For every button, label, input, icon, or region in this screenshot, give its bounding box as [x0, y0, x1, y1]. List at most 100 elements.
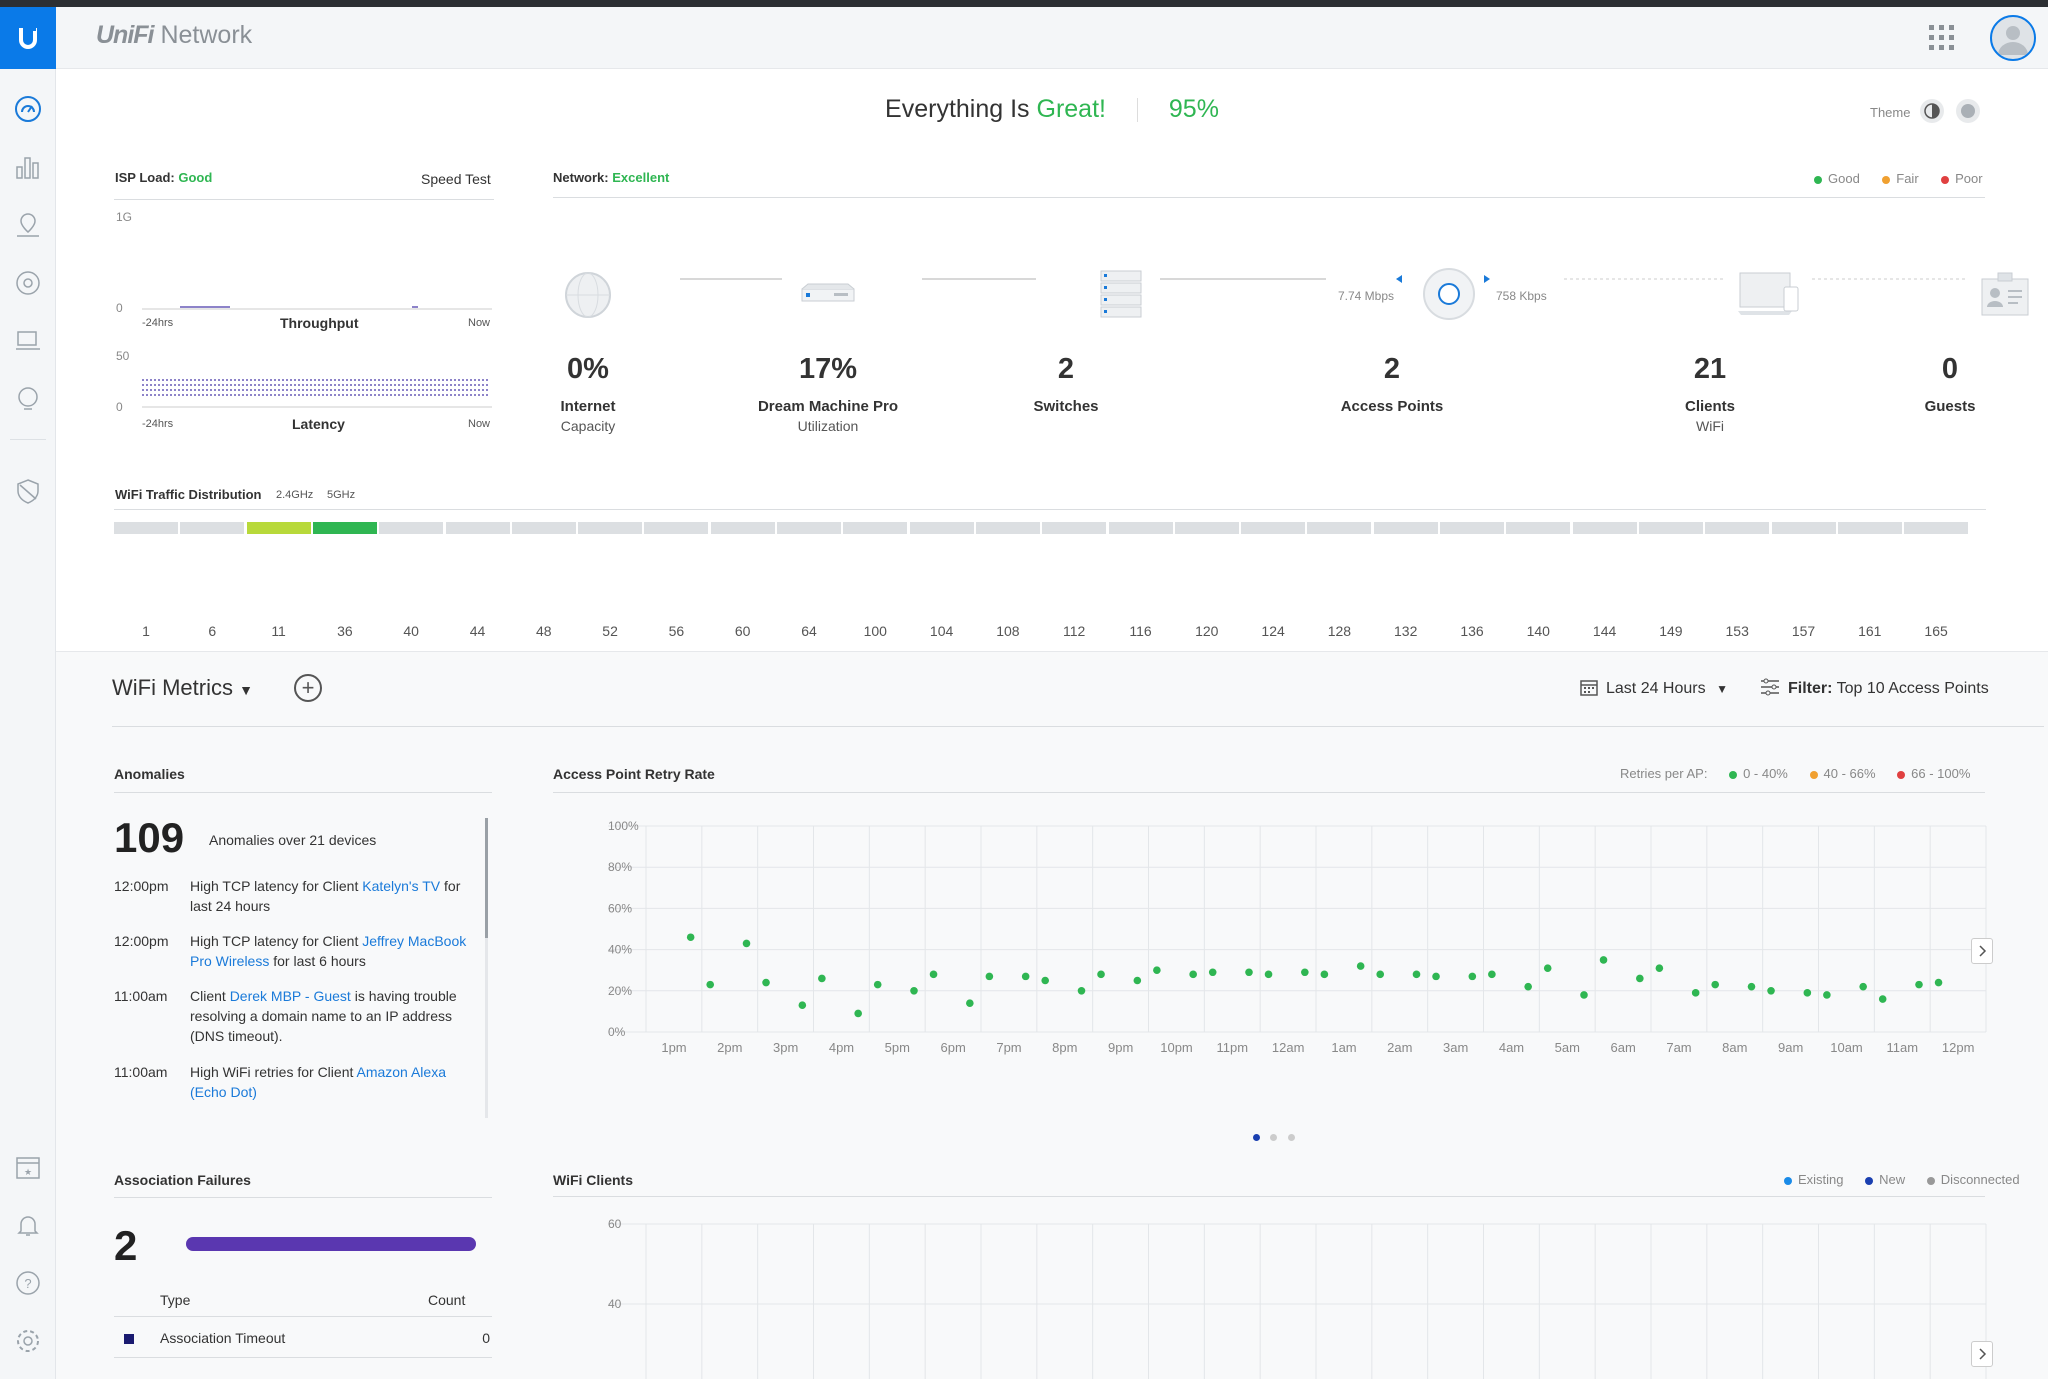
channel-label: 1	[142, 623, 150, 639]
legend-fair: Fair	[1882, 171, 1919, 186]
channel-label: 120	[1195, 623, 1219, 639]
anomaly-client-link[interactable]: Amazon Alexa (Echo Dot)	[190, 1064, 446, 1100]
channel-bar-157	[1771, 522, 1836, 534]
map-location-icon[interactable]	[12, 209, 44, 241]
clients-label: Clients	[1684, 398, 1735, 415]
clients-next-arrow[interactable]	[1971, 1341, 1993, 1367]
anomaly-client-link[interactable]: Derek MBP - Guest	[229, 988, 351, 1004]
divider	[553, 792, 1985, 793]
switches-count: 2	[1057, 353, 1075, 385]
anomaly-client-link[interactable]: Jeffrey MacBook Pro Wireless	[190, 933, 467, 969]
retry-point	[1245, 968, 1253, 977]
devices-icon[interactable]	[12, 267, 44, 299]
filter-button[interactable]: Filter: Top 10 Access Points	[1760, 678, 1989, 698]
retry-point	[854, 1009, 862, 1018]
channel-label: 149	[1659, 623, 1683, 639]
legend-good: Good	[1814, 171, 1860, 186]
help-icon[interactable]: ?	[12, 1267, 44, 1299]
channel-label: 64	[801, 623, 817, 639]
channel-label: 157	[1791, 623, 1816, 639]
clients-icon[interactable]	[12, 325, 44, 357]
page-dot-3[interactable]	[1287, 1134, 1295, 1141]
x-tick-label: 4am	[1499, 1040, 1524, 1055]
window-top-strip	[0, 0, 2048, 7]
throughput-sparkline	[142, 306, 492, 310]
anomalies-scrollbar-thumb[interactable]	[485, 818, 488, 938]
globe-icon[interactable]	[564, 271, 612, 324]
retry-point	[686, 933, 695, 942]
app-header: UniFi Network	[56, 7, 2048, 69]
channel-label: 52	[602, 623, 618, 639]
clients-count: 21	[1693, 353, 1727, 385]
retry-point	[706, 980, 715, 989]
channel-bar-11	[246, 522, 311, 534]
retry-point	[1356, 962, 1365, 970]
page-dot-1[interactable]	[1253, 1134, 1260, 1141]
x-tick-label: 8am	[1722, 1040, 1747, 1055]
x-tick-label: 1pm	[661, 1040, 686, 1055]
retry-point	[1320, 970, 1329, 979]
latency-ymin: 0	[116, 400, 123, 414]
assoc-col-type: Type	[160, 1292, 191, 1308]
retry-point	[1803, 989, 1812, 997]
apps-grid-icon[interactable]	[1928, 24, 1956, 52]
theme-toggle-light[interactable]	[1920, 99, 1944, 123]
guest-card-icon[interactable]	[1980, 271, 2030, 324]
access-point-icon[interactable]	[1422, 267, 1476, 326]
channel-label: 144	[1592, 623, 1617, 639]
anomalies-scrollbar-track[interactable]	[485, 818, 488, 1118]
channel-bar-36	[312, 522, 377, 534]
y-tick-label: 100%	[608, 819, 639, 833]
theme-toggle-dark[interactable]	[1956, 99, 1980, 123]
retry-point	[742, 939, 751, 948]
retry-point	[1580, 991, 1588, 999]
channel-bar-60	[710, 522, 775, 534]
channel-label: 11	[271, 623, 286, 639]
retry-point	[1021, 972, 1030, 981]
dashboard-icon[interactable]	[12, 93, 44, 125]
y-tick-label: 60%	[608, 901, 632, 915]
avatar[interactable]	[1990, 15, 2036, 61]
retry-chart-title: Access Point Retry Rate	[553, 766, 715, 782]
divider	[553, 197, 1985, 198]
retry-next-arrow[interactable]	[1971, 938, 1993, 964]
channel-bar-100	[843, 522, 908, 534]
x-tick-label: 3pm	[773, 1040, 798, 1055]
retry-point	[1376, 970, 1385, 979]
retry-point	[1077, 987, 1086, 995]
gear-icon[interactable]	[12, 1325, 44, 1357]
page-dot-2[interactable]	[1270, 1134, 1278, 1141]
bell-icon[interactable]	[12, 1209, 44, 1241]
retry-point	[1208, 968, 1217, 977]
anomaly-text: Client Derek MBP - Guest is having troub…	[190, 988, 457, 1044]
retry-point	[1097, 970, 1105, 979]
anomalies-title: Anomalies	[114, 766, 185, 782]
shield-icon[interactable]	[12, 475, 44, 507]
channel-label: 44	[469, 623, 486, 639]
y-tick-label: 80%	[608, 860, 632, 874]
channel-bar-6	[180, 522, 245, 534]
status-headline: Everything Is Great! 95%	[56, 95, 2048, 124]
throughput-end: Now	[468, 317, 491, 329]
time-range-dropdown[interactable]: Last 24 Hours ▼	[1580, 678, 1728, 698]
calendar-event-icon[interactable]: ★	[12, 1151, 44, 1183]
x-tick-label: 11pm	[1217, 1040, 1249, 1055]
switch-icon[interactable]	[1098, 269, 1144, 326]
channel-label: 100	[863, 623, 887, 639]
unifi-logo-icon[interactable]	[0, 7, 56, 69]
monitor-icon[interactable]	[1738, 271, 1800, 322]
anomaly-text: High WiFi retries for Client Amazon Alex…	[190, 1064, 446, 1100]
assoc-failures-title: Association Failures	[114, 1172, 251, 1188]
retry-point	[1301, 968, 1309, 977]
add-metric-icon[interactable]: +	[294, 674, 322, 702]
statistics-icon[interactable]	[12, 151, 44, 183]
metrics-dropdown[interactable]: WiFi Metrics ▼	[112, 675, 253, 700]
anomaly-client-link[interactable]: Katelyn's TV	[362, 878, 441, 894]
retry-point	[1691, 989, 1700, 997]
retry-point	[1878, 995, 1887, 1003]
channel-label: 104	[929, 623, 954, 639]
retry-point	[1468, 972, 1477, 981]
insights-icon[interactable]	[12, 383, 44, 415]
speed-test-link[interactable]: Speed Test	[421, 171, 491, 187]
router-icon[interactable]	[798, 279, 858, 314]
